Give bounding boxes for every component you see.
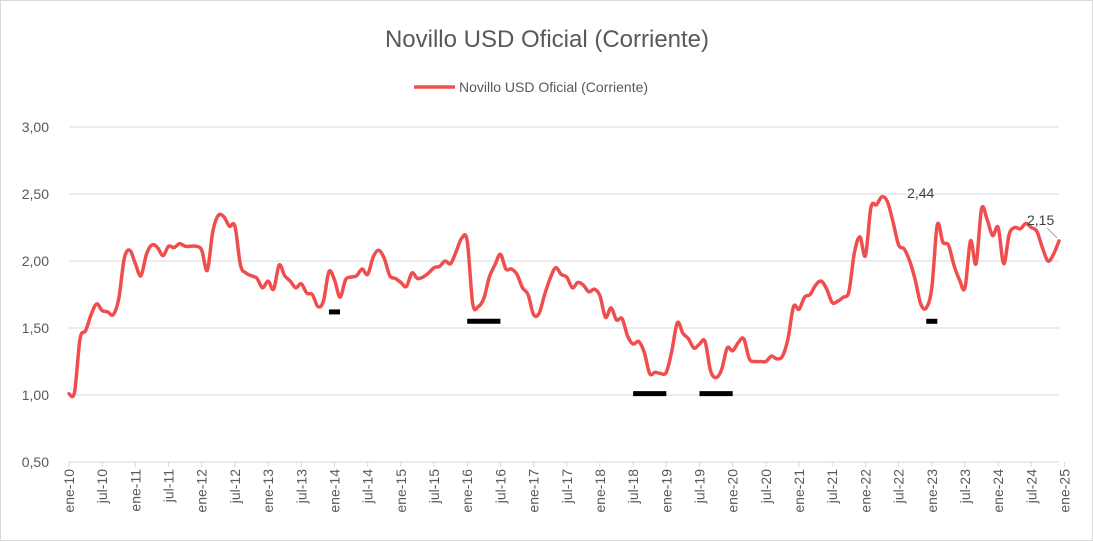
x-tick-label: ene-12 — [194, 469, 210, 513]
x-tick-label: ene-11 — [127, 469, 143, 512]
data-label-leader — [1046, 227, 1058, 239]
x-tick-label: jul-13 — [293, 469, 309, 504]
x-tick-label: ene-14 — [326, 469, 342, 513]
x-tick-label: ene-25 — [1057, 469, 1073, 513]
data-label: 2,44 — [907, 185, 934, 201]
x-tick-label: jul-12 — [227, 469, 243, 504]
x-tick-label: jul-16 — [492, 469, 508, 504]
x-tick-label: jul-23 — [957, 469, 973, 504]
legend-label: Novillo USD Oficial (Corriente) — [459, 79, 648, 95]
y-axis-labels: 0,50 1,00 1,50 2,00 2,50 3,00 — [22, 119, 49, 470]
y-tick-label: 1,50 — [22, 320, 49, 336]
x-tick-label: jul-11 — [161, 469, 177, 503]
x-tick-label: jul-19 — [692, 469, 708, 504]
y-tick-label: 2,50 — [22, 186, 49, 202]
y-tick-label: 0,50 — [22, 454, 49, 470]
x-tick-label: ene-21 — [791, 469, 807, 513]
x-tick-label: ene-22 — [857, 469, 873, 513]
x-tick-label: ene-19 — [658, 469, 674, 513]
gridlines — [69, 126, 1059, 463]
x-tick-label: jul-18 — [625, 469, 641, 504]
data-labels: 2,44 2,15 — [907, 185, 1058, 239]
x-tick-label: ene-15 — [393, 469, 409, 513]
x-tick-label: ene-23 — [924, 469, 940, 513]
x-tick-label: jul-17 — [559, 469, 575, 504]
x-tick-label: ene-16 — [459, 469, 475, 513]
x-tick-label: ene-24 — [990, 469, 1006, 513]
y-tick-label: 3,00 — [22, 119, 49, 135]
y-tick-label: 2,00 — [22, 253, 49, 269]
x-tick-label: ene-10 — [61, 469, 77, 513]
x-tick-label: ene-20 — [725, 469, 741, 513]
x-tick-label: jul-14 — [360, 469, 376, 504]
x-tick-label: ene-17 — [526, 469, 542, 513]
x-tick-label: jul-15 — [426, 469, 442, 504]
reference-marks — [328, 309, 938, 397]
x-tick-label: jul-21 — [824, 469, 840, 504]
x-tick-label: jul-20 — [758, 469, 774, 504]
x-tick-label: jul-10 — [94, 469, 110, 504]
series-layer — [67, 194, 1061, 399]
x-tick-label: jul-22 — [891, 469, 907, 504]
series-line — [67, 194, 1061, 399]
chart-title: Novillo USD Oficial (Corriente) — [385, 26, 709, 53]
x-tick-label: ene-13 — [260, 469, 276, 513]
y-tick-label: 1,00 — [22, 387, 49, 403]
x-axis-labels: ene-10 jul-10 ene-11 jul-11 ene-12 jul-12 ene-… — [61, 462, 1073, 513]
legend: Novillo USD Oficial (Corriente) — [414, 79, 648, 95]
x-tick-label: jul-24 — [1023, 469, 1039, 504]
x-tick-label: ene-18 — [592, 469, 608, 513]
data-label: 2,15 — [1027, 212, 1054, 228]
